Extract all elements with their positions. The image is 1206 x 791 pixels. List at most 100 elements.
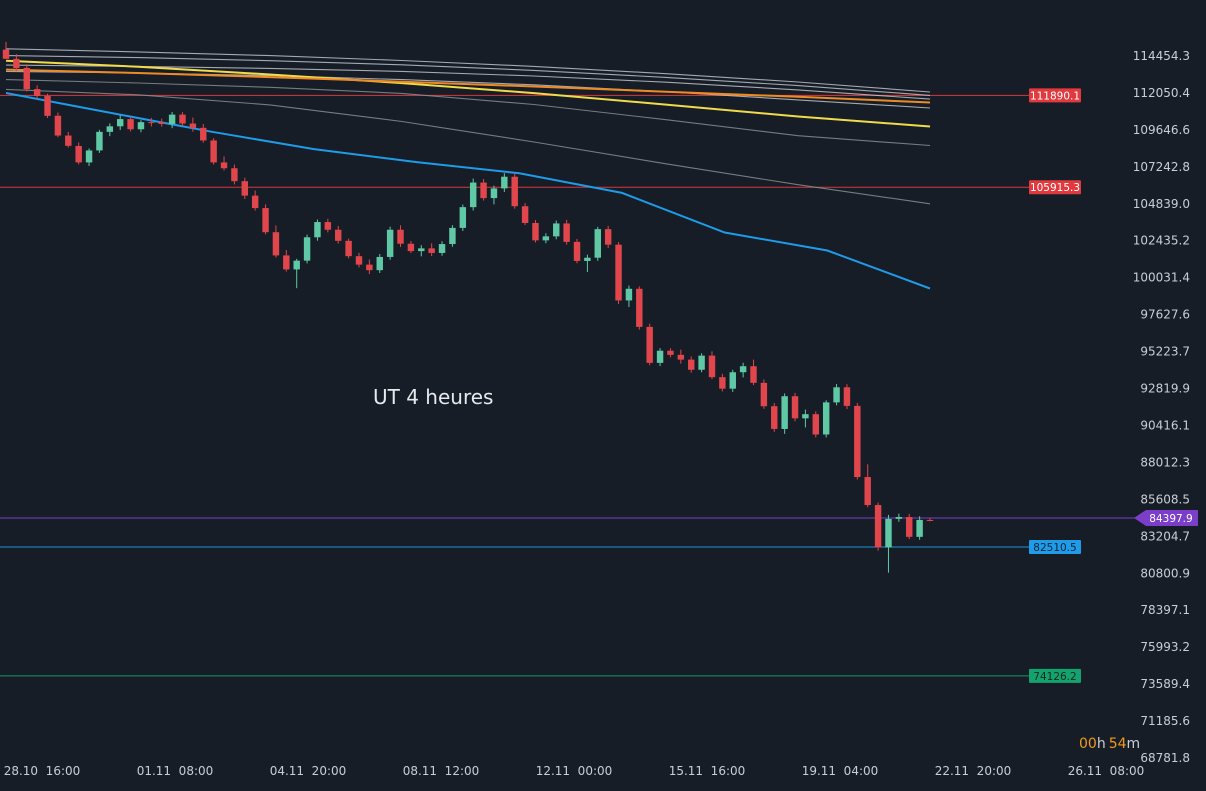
price-level-tag[interactable]	[1029, 180, 1081, 195]
countdown-hours: 00	[1079, 736, 1097, 752]
candle-body	[490, 188, 498, 199]
candle-body	[13, 58, 20, 69]
y-tick-label: 85608.5	[1140, 492, 1190, 506]
candle-body	[127, 119, 134, 130]
candle-body	[719, 377, 726, 389]
candle-body	[636, 288, 643, 327]
y-tick-label: 114454.3	[1133, 49, 1190, 63]
candle-body	[511, 176, 518, 207]
candle-body	[189, 123, 197, 128]
candle-body	[833, 387, 840, 403]
x-tick-label: 19.11 04:00	[802, 764, 879, 778]
price-level-label: 105915.3	[1030, 182, 1080, 194]
price-level-tag[interactable]	[1029, 668, 1081, 683]
candle-body	[179, 114, 186, 124]
candle-body	[75, 145, 82, 163]
candle-body	[428, 248, 435, 253]
candle-body	[501, 176, 508, 189]
candle-body	[116, 119, 124, 127]
y-tick-label: 73589.4	[1140, 677, 1190, 691]
candle-body	[168, 114, 176, 125]
timeframe-annotation: UT 4 heures	[373, 385, 493, 409]
candle-body	[251, 195, 259, 209]
y-tick-label: 109646.6	[1133, 123, 1190, 137]
countdown-hours-unit: h	[1097, 736, 1106, 752]
candle-body	[895, 517, 903, 519]
candle-body	[262, 208, 269, 233]
y-tick-label: 68781.8	[1140, 751, 1190, 765]
candle-body	[23, 67, 30, 90]
candle-body	[843, 387, 851, 406]
countdown-minutes-unit: m	[1127, 736, 1141, 752]
candle-body	[698, 355, 705, 370]
candle-body	[293, 260, 300, 270]
candle-body	[376, 256, 383, 271]
candle-body	[2, 49, 10, 59]
candle-body	[646, 326, 653, 363]
y-tick-label: 80800.9	[1140, 566, 1190, 580]
candle-body	[822, 402, 830, 435]
candle-body	[553, 223, 560, 237]
candle-body	[791, 396, 799, 419]
price-level-label: 84397.9	[1149, 513, 1192, 525]
candle-body	[96, 131, 103, 151]
moving-averages	[5, 48, 931, 290]
candle-body	[200, 127, 207, 141]
candle-body	[335, 229, 342, 241]
y-tick-label: 88012.3	[1140, 455, 1190, 469]
y-tick-label: 107242.8	[1133, 160, 1190, 174]
candle-body	[926, 519, 934, 521]
candle-body	[708, 355, 716, 378]
x-tick-label: 04.11 20:00	[270, 764, 347, 778]
moving-average-line	[5, 79, 931, 147]
candles	[2, 41, 934, 573]
candle-body	[739, 366, 747, 373]
candle-body	[687, 359, 695, 370]
candle-body	[314, 222, 321, 238]
candle-body	[480, 182, 487, 199]
y-tick-label: 83204.7	[1140, 529, 1190, 543]
price-level-tag[interactable]	[1029, 539, 1081, 554]
candle-body	[44, 96, 51, 116]
y-tick-label: 102435.2	[1133, 234, 1190, 248]
candle-body	[750, 366, 757, 383]
candle-body	[625, 288, 633, 301]
candle-body	[345, 240, 352, 257]
moving-average-line	[5, 55, 931, 96]
candle-body	[33, 89, 41, 97]
last-price-tag[interactable]	[1134, 509, 1198, 526]
candle-body	[449, 227, 456, 245]
candle-body	[802, 414, 809, 419]
y-tick-label: 90416.1	[1140, 418, 1190, 432]
x-tick-label: 15.11 16:00	[669, 764, 746, 778]
x-tick-label: 01.11 08:00	[137, 764, 214, 778]
countdown-minutes: 54	[1109, 736, 1127, 752]
candle-body	[854, 405, 861, 478]
candle-body	[812, 414, 820, 435]
price-level-label: 74126.2	[1033, 671, 1076, 683]
candle-body	[220, 162, 228, 169]
candle-body	[459, 207, 467, 228]
y-tick-label: 112050.4	[1133, 86, 1190, 100]
candle-body	[874, 505, 882, 548]
y-tick-label: 92819.9	[1140, 382, 1190, 396]
y-axis: 114454.3 112050.4 109646.6 107242.8 104839.0…	[1133, 49, 1190, 765]
candle-body	[563, 223, 570, 242]
candle-body	[355, 256, 363, 265]
level-labels[interactable]: 111890.1 105915.3 84397.9 82510.5 74126.2	[1029, 88, 1198, 683]
candle-body	[418, 248, 425, 252]
price-level-tag[interactable]	[1029, 88, 1081, 103]
candle-body	[324, 222, 332, 230]
candle-body	[760, 382, 768, 407]
candle-body	[781, 396, 788, 429]
candle-body	[148, 122, 155, 124]
y-tick-label: 78397.1	[1140, 603, 1190, 617]
candle-countdown: 00h 54m	[1079, 736, 1140, 752]
candle-body	[521, 206, 529, 223]
candle-body	[231, 168, 238, 182]
candle-body	[615, 244, 622, 301]
x-axis: 28.10 16:00 01.11 08:00 04.11 20:00 08.11 1…	[4, 764, 1145, 778]
candle-body	[54, 115, 62, 136]
